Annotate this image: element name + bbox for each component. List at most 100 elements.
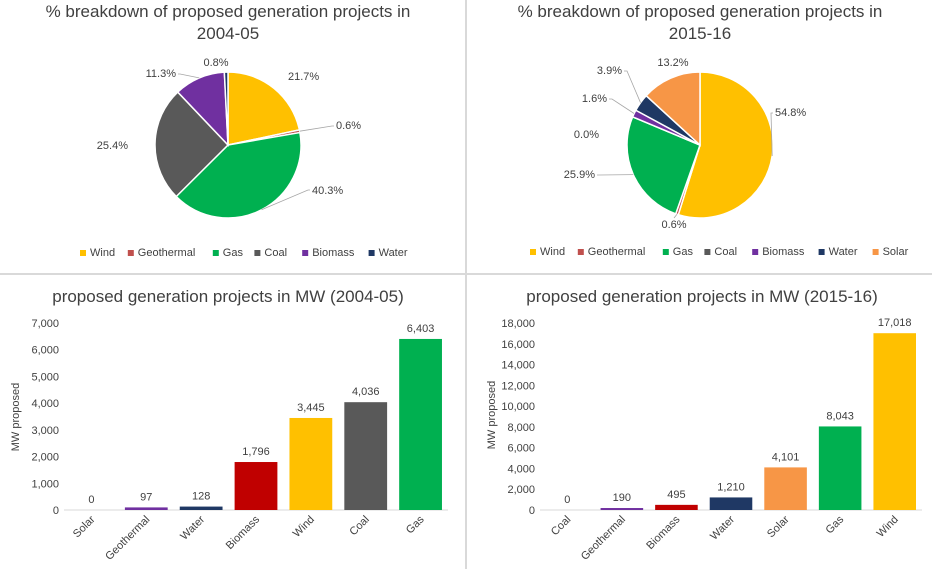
bar-value-label-solar: 0: [88, 494, 94, 506]
data-label-gas: 25.9%: [564, 169, 595, 181]
leader-line-biomass: [609, 99, 634, 114]
data-label-geothermal: 0.6%: [336, 120, 361, 132]
legend-label-solar: Solar: [883, 246, 909, 258]
y-tick-label: 12,000: [501, 380, 535, 392]
legend-item-gas: Gas: [213, 247, 244, 259]
bar-wind: [289, 418, 332, 510]
legend-swatch-biomass: [302, 250, 308, 256]
leader-line-biomass: [178, 74, 199, 78]
y-axis-title: MW proposed: [486, 381, 498, 449]
legend-label-coal: Coal: [714, 246, 737, 258]
legend-swatch-water: [369, 250, 375, 256]
y-axis-title: MW proposed: [10, 383, 22, 451]
data-label-biomass: 1.6%: [582, 93, 607, 105]
bar-value-label-water: 1,210: [717, 481, 745, 493]
legend-item-geothermal: Geothermal: [578, 246, 645, 258]
bar-value-label-wind: 17,018: [878, 317, 912, 329]
y-tick-label: 4,000: [31, 398, 59, 410]
bar-chart-2015-panel: proposed generation projects in MW (2015…: [467, 275, 932, 569]
x-tick-label-coal: Coal: [549, 514, 573, 538]
legend-label-coal: Coal: [264, 247, 287, 259]
x-tick-label-coal: Coal: [347, 514, 371, 538]
legend-swatch-gas: [213, 250, 219, 256]
x-tick-label-gas: Gas: [404, 513, 427, 536]
bar-water: [710, 497, 753, 510]
x-tick-label-geothermal: Geothermal: [103, 514, 152, 563]
pie-chart-2015-panel: % breakdown of proposed generation proje…: [467, 0, 932, 273]
y-tick-label: 2,000: [31, 452, 59, 464]
data-label-gas: 40.3%: [312, 185, 343, 197]
bar-value-label-gas: 6,403: [407, 323, 435, 335]
x-tick-label-wind: Wind: [875, 514, 901, 540]
bar-value-label-geothermal: 97: [140, 491, 152, 503]
bar-value-label-biomass: 1,796: [242, 446, 270, 458]
legend-label-water: Water: [829, 246, 858, 258]
bar-biomass: [235, 462, 278, 510]
chart-title-line-2: 2015-16: [669, 24, 731, 43]
y-tick-label: 5,000: [31, 371, 59, 383]
legend-swatch-wind: [80, 250, 86, 256]
data-label-geothermal: 0.6%: [661, 219, 686, 231]
bar-geothermal: [601, 508, 644, 510]
leader-line-water: [624, 71, 641, 103]
x-tick-label-water: Water: [178, 513, 207, 542]
legend-label-gas: Gas: [673, 246, 694, 258]
chart-title-line-2: 2004-05: [197, 24, 259, 43]
y-tick-label: 0: [529, 505, 535, 517]
legend-label-geothermal: Geothermal: [138, 247, 195, 259]
legend-item-water: Water: [819, 246, 858, 258]
legend-item-wind: Wind: [80, 247, 115, 259]
legend-label-wind: Wind: [90, 247, 115, 259]
data-label-coal: 25.4%: [97, 140, 128, 152]
bar-chart-2015: proposed generation projects in MW (2015…: [467, 275, 932, 569]
data-label-solar: 13.2%: [657, 57, 688, 69]
y-tick-label: 2,000: [507, 484, 535, 496]
leader-line-geothermal: [674, 214, 677, 218]
data-label-water: 3.9%: [597, 65, 622, 77]
y-tick-label: 6,000: [31, 345, 59, 357]
legend-item-coal: Coal: [254, 247, 287, 259]
bar-biomass: [655, 505, 698, 510]
chart-title-line-1: % breakdown of proposed generation proje…: [46, 2, 411, 21]
y-tick-label: 6,000: [507, 443, 535, 455]
x-tick-label-wind: Wind: [291, 514, 317, 540]
legend-label-biomass: Biomass: [312, 247, 355, 259]
bar-value-label-geothermal: 190: [613, 492, 631, 504]
bar-chart-2004: proposed generation projects in MW (2004…: [0, 275, 465, 569]
bar-geothermal: [125, 507, 168, 510]
legend-item-geothermal: Geothermal: [128, 247, 195, 259]
x-tick-label-solar: Solar: [765, 513, 792, 540]
legend-item-water: Water: [369, 247, 408, 259]
legend-label-wind: Wind: [540, 246, 565, 258]
x-tick-label-water: Water: [708, 513, 737, 542]
pie-chart-2004: % breakdown of proposed generation proje…: [0, 0, 465, 273]
chart-title-line-1: % breakdown of proposed generation proje…: [518, 2, 883, 21]
legend-item-wind: Wind: [530, 246, 565, 258]
data-label-wind: 21.7%: [288, 71, 319, 83]
bar-wind: [873, 333, 916, 510]
y-tick-label: 14,000: [501, 360, 535, 372]
x-tick-label-biomass: Biomass: [644, 513, 683, 552]
legend-label-geothermal: Geothermal: [588, 246, 645, 258]
y-tick-label: 3,000: [31, 425, 59, 437]
y-tick-label: 7,000: [31, 318, 59, 330]
legend-swatch-geothermal: [128, 250, 134, 256]
data-label-wind: 54.8%: [775, 107, 806, 119]
y-tick-label: 8,000: [507, 422, 535, 434]
bar-value-label-gas: 8,043: [826, 410, 854, 422]
pie-chart-2015: % breakdown of proposed generation proje…: [467, 0, 932, 273]
bar-value-label-coal: 0: [564, 494, 570, 506]
leader-line-geothermal: [300, 126, 334, 131]
data-label-biomass: 11.3%: [146, 68, 177, 80]
data-label-coal: 0.0%: [574, 129, 599, 141]
legend-swatch-solar: [873, 249, 879, 255]
legend-label-water: Water: [379, 247, 408, 259]
legend-item-coal: Coal: [704, 246, 737, 258]
legend-label-gas: Gas: [223, 247, 244, 259]
y-tick-label: 16,000: [501, 339, 535, 351]
bar-value-label-wind: 3,445: [297, 402, 325, 414]
bar-coal: [344, 402, 387, 510]
legend-item-solar: Solar: [873, 246, 909, 258]
y-tick-label: 18,000: [501, 318, 535, 330]
x-tick-label-gas: Gas: [824, 513, 847, 536]
